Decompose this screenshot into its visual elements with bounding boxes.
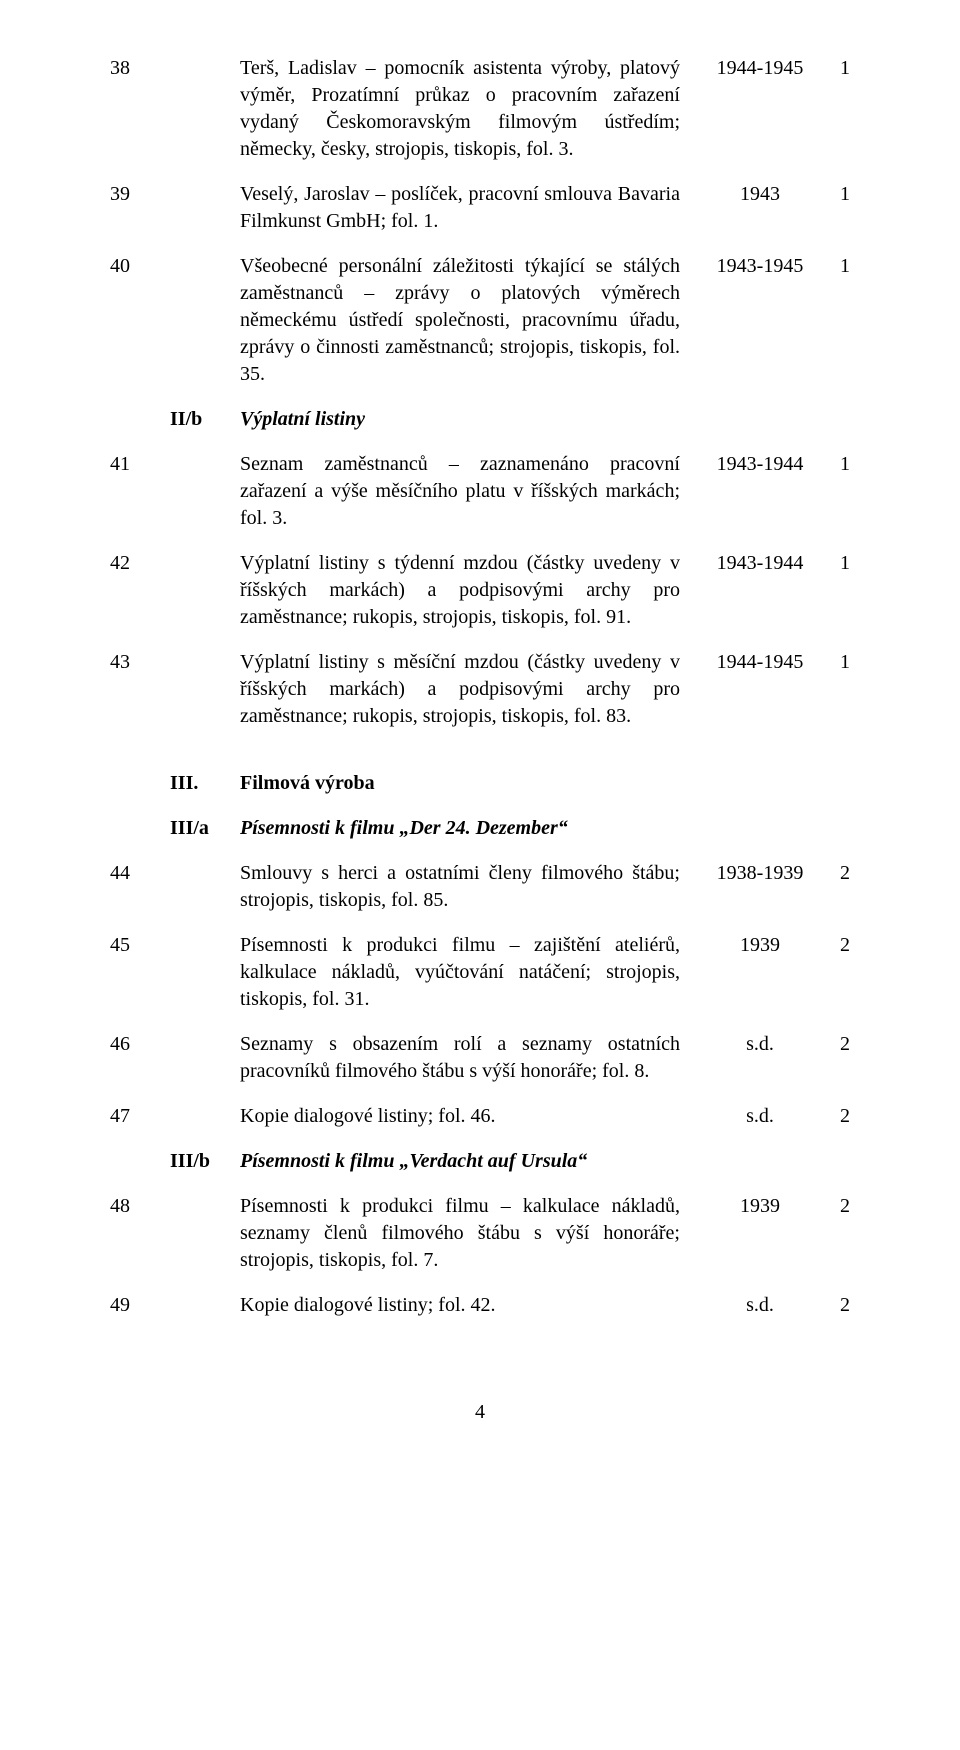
entry-number: 39 — [110, 181, 170, 208]
entry-number: 40 — [110, 253, 170, 280]
table-row: 40 Všeobecné personální záležitosti týka… — [110, 253, 850, 388]
entry-description: Terš, Ladislav – pomocník asistenta výro… — [240, 55, 700, 163]
table-row: 48 Písemnosti k produkci filmu – kalkula… — [110, 1193, 850, 1274]
section-title: Filmová výroba — [240, 770, 700, 797]
subsection-heading: III/b Písemnosti k filmu „Verdacht auf U… — [110, 1148, 850, 1175]
entry-number: 47 — [110, 1103, 170, 1130]
table-row: 45 Písemnosti k produkci filmu – zajiště… — [110, 932, 850, 1013]
subsection-code: III/b — [170, 1148, 240, 1175]
entry-year: 1943-1944 — [700, 451, 820, 478]
section-heading: III. Filmová výroba — [110, 770, 850, 797]
entry-box: 1 — [820, 253, 850, 280]
entry-year: 1943-1945 — [700, 253, 820, 280]
subsection-heading: III/a Písemnosti k filmu „Der 24. Dezemb… — [110, 815, 850, 842]
entry-description: Seznamy s obsazením rolí a seznamy ostat… — [240, 1031, 700, 1085]
entry-box: 1 — [820, 550, 850, 577]
entry-box: 2 — [820, 860, 850, 887]
entry-number: 44 — [110, 860, 170, 887]
subsection-heading: II/b Výplatní listiny — [110, 406, 850, 433]
table-row: 41 Seznam zaměstnanců – zaznamenáno prac… — [110, 451, 850, 532]
entry-description: Seznam zaměstnanců – zaznamenáno pracovn… — [240, 451, 700, 532]
entry-year: 1943 — [700, 181, 820, 208]
entry-number: 41 — [110, 451, 170, 478]
entry-year: 1943-1944 — [700, 550, 820, 577]
subsection-title: Výplatní listiny — [240, 406, 700, 433]
entry-box: 2 — [820, 932, 850, 959]
entry-number: 46 — [110, 1031, 170, 1058]
entry-number: 49 — [110, 1292, 170, 1319]
subsection-title: Písemnosti k filmu „Der 24. Dezember“ — [240, 815, 700, 842]
entry-number: 42 — [110, 550, 170, 577]
entry-year: s.d. — [700, 1031, 820, 1058]
entry-number: 48 — [110, 1193, 170, 1220]
entry-box: 2 — [820, 1103, 850, 1130]
entry-description: Výplatní listiny s týdenní mzdou (částky… — [240, 550, 700, 631]
page-number: 4 — [110, 1399, 850, 1426]
entry-description: Kopie dialogové listiny; fol. 42. — [240, 1292, 700, 1319]
table-row: 38 Terš, Ladislav – pomocník asistenta v… — [110, 55, 850, 163]
entry-year: 1939 — [700, 932, 820, 959]
subsection-title: Písemnosti k filmu „Verdacht auf Ursula“ — [240, 1148, 700, 1175]
entry-description: Písemnosti k produkci filmu – kalkulace … — [240, 1193, 700, 1274]
entry-year: 1938-1939 — [700, 860, 820, 887]
entry-description: Písemnosti k produkci filmu – zajištění … — [240, 932, 700, 1013]
entry-number: 38 — [110, 55, 170, 82]
table-row: 49 Kopie dialogové listiny; fol. 42. s.d… — [110, 1292, 850, 1319]
entry-year: s.d. — [700, 1292, 820, 1319]
entry-description: Veselý, Jaroslav – poslíček, pracovní sm… — [240, 181, 700, 235]
entry-year: s.d. — [700, 1103, 820, 1130]
entry-description: Výplatní listiny s měsíční mzdou (částky… — [240, 649, 700, 730]
entry-year: 1944-1945 — [700, 55, 820, 82]
entry-box: 1 — [820, 451, 850, 478]
table-row: 42 Výplatní listiny s týdenní mzdou (čás… — [110, 550, 850, 631]
entry-year: 1944-1945 — [700, 649, 820, 676]
entry-box: 2 — [820, 1193, 850, 1220]
table-row: 43 Výplatní listiny s měsíční mzdou (čás… — [110, 649, 850, 730]
table-row: 46 Seznamy s obsazením rolí a seznamy os… — [110, 1031, 850, 1085]
entry-description: Všeobecné personální záležitosti týkajíc… — [240, 253, 700, 388]
entry-number: 45 — [110, 932, 170, 959]
section-number: III. — [170, 770, 240, 797]
table-row: 39 Veselý, Jaroslav – poslíček, pracovní… — [110, 181, 850, 235]
entry-box: 1 — [820, 649, 850, 676]
entry-box: 2 — [820, 1031, 850, 1058]
table-row: 47 Kopie dialogové listiny; fol. 46. s.d… — [110, 1103, 850, 1130]
subsection-code: III/a — [170, 815, 240, 842]
table-row: 44 Smlouvy s herci a ostatními členy fil… — [110, 860, 850, 914]
entry-box: 1 — [820, 181, 850, 208]
entry-description: Kopie dialogové listiny; fol. 46. — [240, 1103, 700, 1130]
entry-description: Smlouvy s herci a ostatními členy filmov… — [240, 860, 700, 914]
entry-box: 2 — [820, 1292, 850, 1319]
entry-number: 43 — [110, 649, 170, 676]
entry-year: 1939 — [700, 1193, 820, 1220]
subsection-code: II/b — [170, 406, 240, 433]
entry-box: 1 — [820, 55, 850, 82]
